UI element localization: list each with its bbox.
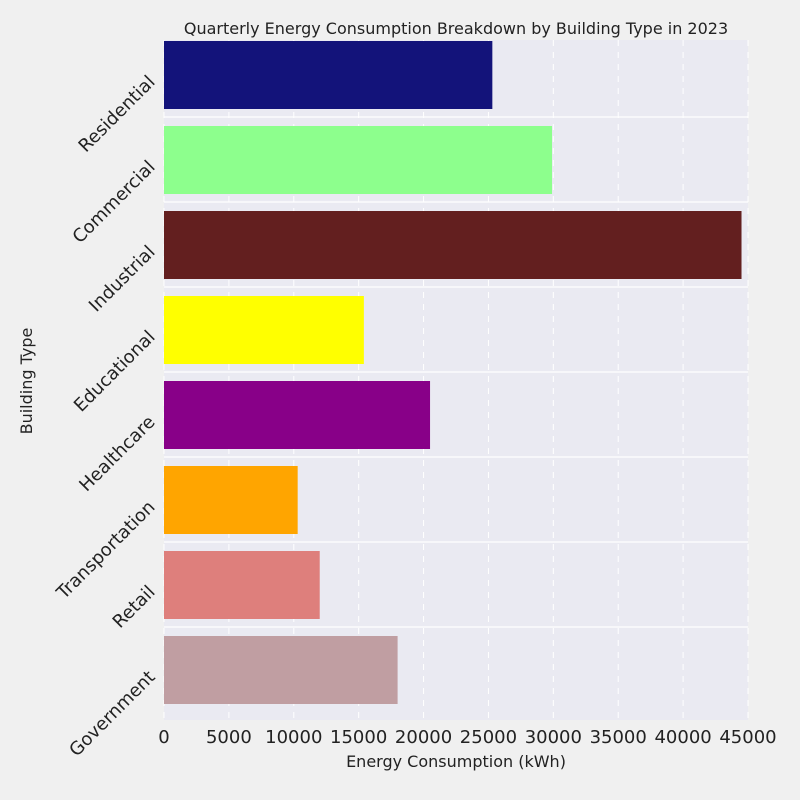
- bar-commercial: [164, 126, 553, 194]
- category-label-commercial: Commercial: [69, 157, 160, 248]
- x-tick-label: 25000: [460, 727, 517, 748]
- category-label-residential: Residential: [75, 72, 160, 157]
- bar-transportation: [164, 466, 298, 534]
- x-tick-label: 40000: [654, 727, 711, 748]
- x-tick-label: 35000: [590, 727, 647, 748]
- bar-educational: [164, 296, 364, 364]
- category-label-industrial: Industrial: [85, 242, 160, 317]
- x-tick-label: 45000: [719, 727, 776, 748]
- bar-industrial: [164, 211, 742, 279]
- bar-healthcare: [164, 381, 431, 449]
- x-tick-label: 20000: [395, 727, 452, 748]
- x-tick-label: 30000: [525, 727, 582, 748]
- x-tick-label: 5000: [206, 727, 252, 748]
- category-label-government: Government: [65, 667, 159, 761]
- x-axis-label: Energy Consumption (kWh): [346, 752, 566, 771]
- category-label-educational: Educational: [70, 327, 160, 417]
- bar-residential: [164, 41, 493, 109]
- y-axis-label: Building Type: [17, 328, 36, 435]
- x-tick-label: 0: [158, 727, 169, 748]
- x-tick-label: 15000: [330, 727, 387, 748]
- x-tick-label: 10000: [265, 727, 322, 748]
- bars: [164, 41, 742, 704]
- category-label-retail: Retail: [109, 582, 160, 633]
- bar-government: [164, 636, 398, 704]
- chart-title: Quarterly Energy Consumption Breakdown b…: [184, 19, 728, 38]
- category-label-healthcare: Healthcare: [75, 412, 159, 496]
- bar-retail: [164, 551, 320, 619]
- x-tick-labels: 0 5000 10000 15000 20000 25000 30000 35000 40000…: [158, 727, 776, 748]
